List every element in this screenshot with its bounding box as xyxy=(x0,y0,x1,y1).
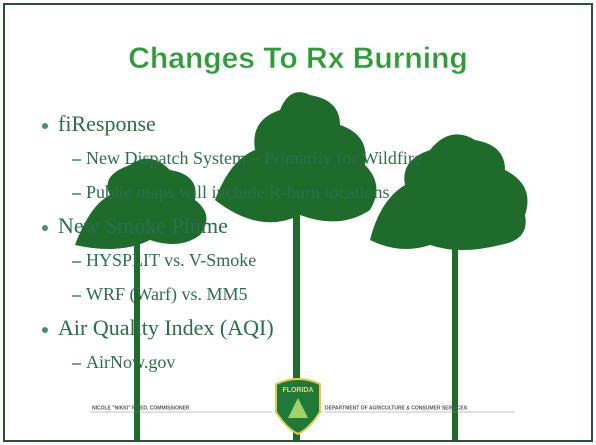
bullet-dot xyxy=(42,327,48,333)
bullet-dot xyxy=(42,225,48,231)
footer-left: NICOLE "NIKKI" FRIED, COMMISSIONER xyxy=(92,405,190,411)
sub-bullet-text: HYSPLIT vs. V-Smoke xyxy=(86,250,256,270)
bullet-dot xyxy=(42,123,48,129)
sub-bullet-text: WRF (Warf) vs. MM5 xyxy=(86,284,248,305)
badge-text: FLORIDA xyxy=(282,387,313,394)
sub-bullet-text: Public maps will include R-burn location… xyxy=(86,182,389,202)
bullet-text: fiResponse xyxy=(58,111,156,136)
page: {"slide": {"title": "Changes To Rx Burni… xyxy=(0,0,596,445)
sub-bullet-text: New Dispatch System – Primarily for Wild… xyxy=(86,148,422,168)
bullet-text: New Smoke Plume xyxy=(58,213,228,238)
slide: Changes To Rx Burning fiResponse New Disp… xyxy=(0,0,596,445)
footer-right: DEPARTMENT OF AGRICULTURE & CONSUMER SER… xyxy=(325,405,468,411)
sub-bullet-text: AirNow.gov xyxy=(86,352,175,372)
bullet-text: Air Quality Index (AQI) xyxy=(58,315,274,340)
slide-title: Changes To Rx Burning xyxy=(128,42,467,75)
